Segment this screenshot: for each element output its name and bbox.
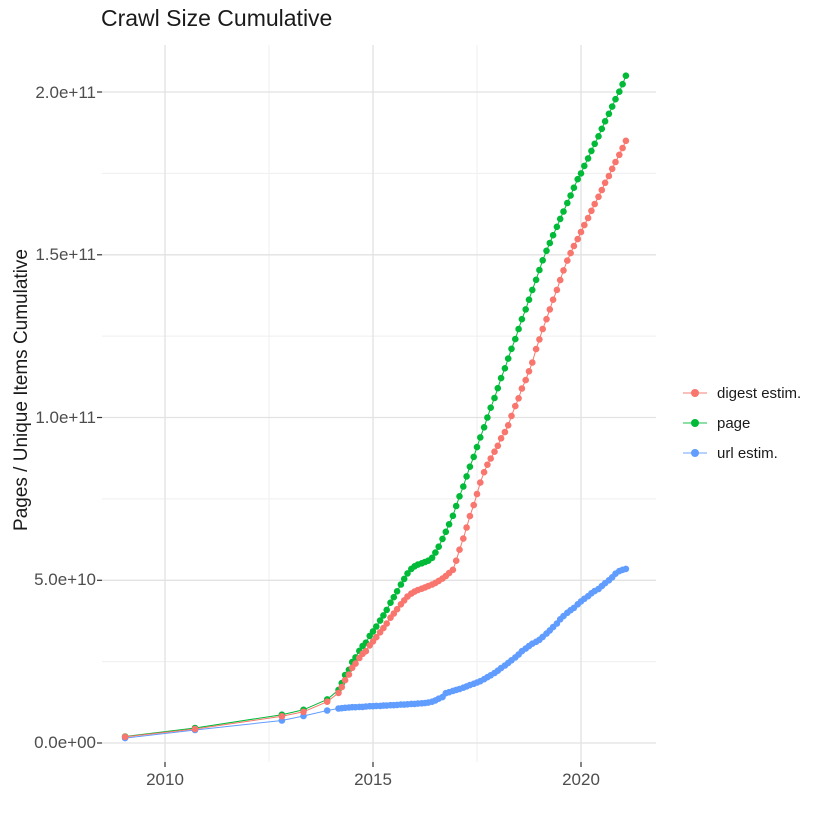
gridlines bbox=[102, 45, 656, 762]
legend-item-page: page bbox=[682, 408, 801, 438]
legend-key-url-icon bbox=[682, 445, 708, 461]
legend: digest estim. page url estim. bbox=[682, 378, 801, 468]
legend-label-url: url estim. bbox=[717, 444, 778, 462]
y-tick-label-0: 0.0e+00 bbox=[34, 733, 96, 752]
series-digest-estim- bbox=[121, 137, 630, 741]
y-tick-label-1: 5.0e+10 bbox=[34, 570, 96, 589]
y-axis-title: Pages / Unique Items Cumulative bbox=[11, 249, 32, 531]
x-tick-label-2015: 2015 bbox=[354, 770, 392, 789]
legend-item-digest: digest estim. bbox=[682, 378, 801, 408]
chart-title: Crawl Size Cumulative bbox=[101, 5, 333, 31]
legend-key-page-icon bbox=[682, 415, 708, 431]
axis-ticks bbox=[97, 91, 582, 767]
y-tick-label-3: 1.5e+11 bbox=[35, 245, 96, 264]
y-tick-label-4: 2.0e+11 bbox=[35, 83, 96, 102]
series-page bbox=[121, 72, 630, 740]
series-url-estim- bbox=[121, 565, 630, 742]
x-tick-label-2020: 2020 bbox=[562, 770, 600, 789]
legend-label-page: page bbox=[717, 414, 751, 432]
y-tick-label-2: 1.0e+11 bbox=[35, 408, 96, 427]
legend-item-url: url estim. bbox=[682, 438, 801, 468]
legend-key-digest-icon bbox=[682, 385, 708, 401]
legend-label-digest: digest estim. bbox=[717, 384, 802, 402]
x-tick-label-2010: 2010 bbox=[146, 770, 184, 789]
